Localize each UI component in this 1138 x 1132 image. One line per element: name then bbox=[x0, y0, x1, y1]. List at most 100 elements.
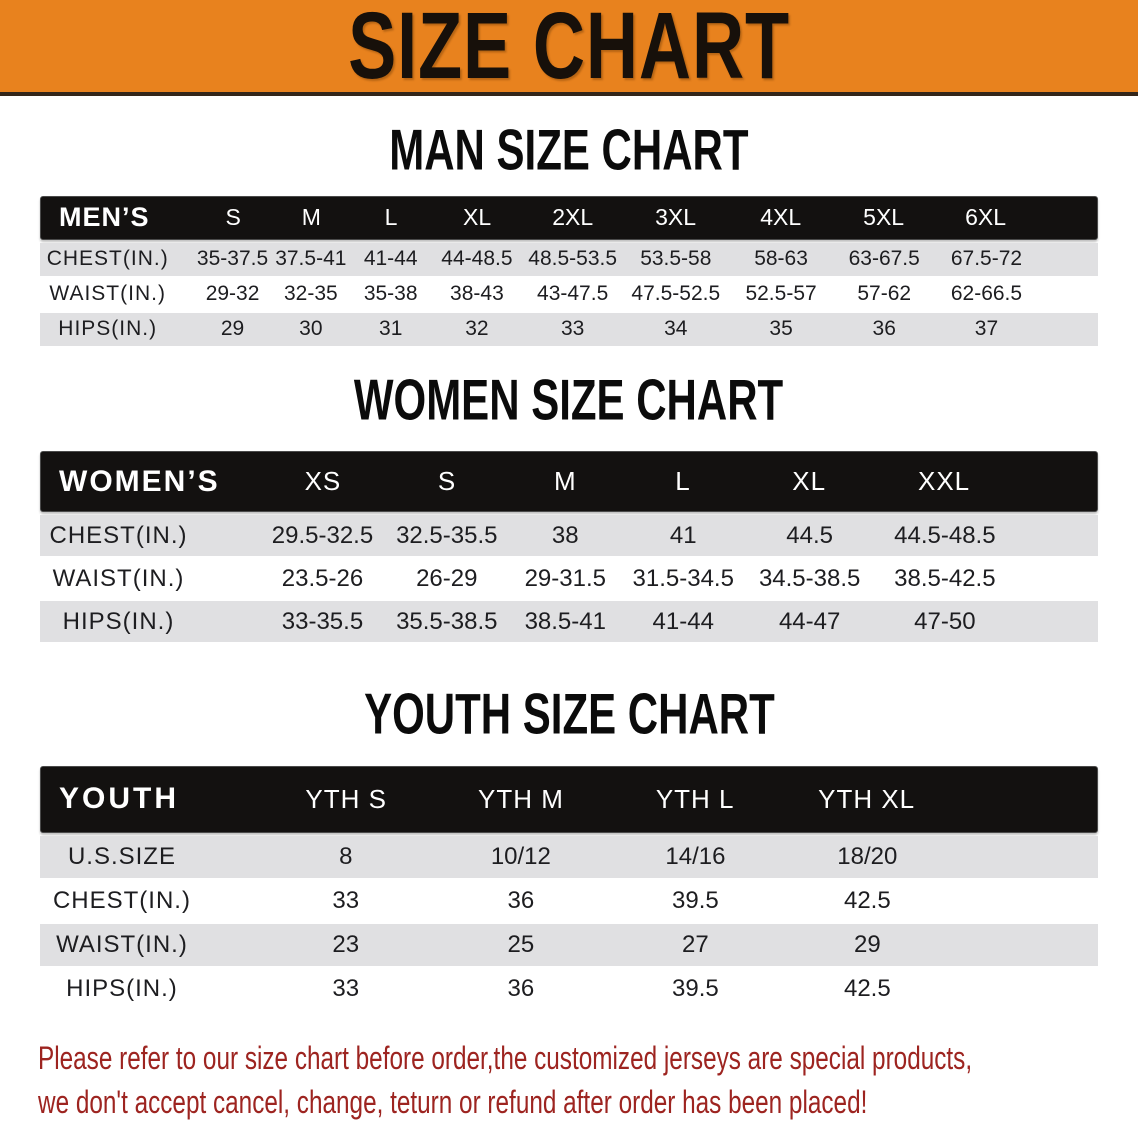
row-label: HIPS(IN.) bbox=[62, 607, 175, 635]
women-size-col-m: M bbox=[553, 466, 577, 496]
cell: 47-50 bbox=[914, 607, 976, 635]
cell: 41-44 bbox=[363, 247, 418, 270]
cell: 23 bbox=[332, 930, 360, 958]
cell: 14/16 bbox=[665, 842, 726, 870]
cell: 36 bbox=[507, 974, 535, 1002]
cell: 52.5-57 bbox=[745, 282, 817, 305]
cell: 29 bbox=[853, 930, 881, 958]
women-size-col-xl: XL bbox=[792, 466, 827, 496]
youth-hips-row: HIPS(IN.) 33 36 39.5 42.5 bbox=[40, 967, 1098, 1010]
cell: 33 bbox=[560, 317, 585, 340]
size-chart-banner: SIZE CHART bbox=[0, 0, 1138, 98]
men-size-col-6xl: 6XL bbox=[965, 204, 1007, 230]
cell: 32-35 bbox=[283, 282, 338, 305]
cell: 29-31.5 bbox=[524, 564, 606, 592]
cell: 38 bbox=[551, 521, 579, 549]
cell: 35 bbox=[769, 317, 793, 340]
cell: 27 bbox=[682, 930, 709, 958]
cell: 38.5-42.5 bbox=[894, 564, 996, 592]
cell: 41 bbox=[669, 521, 697, 549]
cell: 58-63 bbox=[754, 247, 808, 270]
men-size-col-s: S bbox=[225, 204, 241, 230]
banner-title: SIZE CHART bbox=[348, 0, 790, 99]
row-label: U.S.SIZE bbox=[67, 842, 176, 870]
youth-table-header-row: YOUTH YTH S YTH M YTH L YTH XL bbox=[40, 765, 1098, 833]
women-waist-row: WAIST(IN.) 23.5-26 26-29 29-31.5 31.5-34… bbox=[40, 558, 1098, 599]
women-size-table: WOMEN’S XS S M L XL XXL CHEST(IN.) 29.5-… bbox=[40, 451, 1098, 642]
cell: 30 bbox=[299, 317, 323, 340]
cell: 38.5-41 bbox=[524, 607, 606, 635]
men-size-col-m: M bbox=[301, 204, 321, 230]
youth-size-table: YOUTH YTH S YTH M YTH L YTH XL U.S.SIZE … bbox=[40, 765, 1098, 1010]
cell: 47.5-52.5 bbox=[631, 282, 721, 305]
youth-ussize-row: U.S.SIZE 8 10/12 14/16 18/20 bbox=[40, 835, 1098, 878]
cell: 33-35.5 bbox=[281, 607, 364, 635]
row-label: CHEST(IN.) bbox=[46, 247, 169, 270]
cell: 35.5-38.5 bbox=[396, 607, 498, 635]
women-size-col-s: S bbox=[437, 466, 457, 496]
cell: 41-44 bbox=[652, 607, 714, 635]
men-size-table: MEN’S S M L XL 2XL 3XL 4XL 5XL 6XL CHEST… bbox=[40, 195, 1098, 346]
cell: 26-29 bbox=[416, 564, 478, 592]
youth-size-col-xl: YTH XL bbox=[818, 783, 916, 814]
row-label: CHEST(IN.) bbox=[49, 521, 188, 549]
cell: 32.5-35.5 bbox=[396, 521, 498, 549]
cell: 29 bbox=[220, 317, 245, 340]
youth-size-col-l: YTH L bbox=[655, 783, 735, 814]
cell: 31.5-34.5 bbox=[632, 564, 734, 592]
row-label: CHEST(IN.) bbox=[52, 886, 191, 914]
men-hips-row: HIPS(IN.) 29 30 31 32 33 34 35 36 37 bbox=[40, 312, 1098, 346]
cell: 67.5-72 bbox=[950, 247, 1023, 270]
men-chest-row: CHEST(IN.) 35-37.5 37.5-41 41-44 44-48.5… bbox=[40, 242, 1098, 276]
cell: 18/20 bbox=[837, 842, 898, 870]
row-label: WAIST(IN.) bbox=[52, 564, 185, 592]
men-waist-row: WAIST(IN.) 29-32 32-35 35-38 38-43 43-47… bbox=[40, 277, 1098, 311]
cell: 37 bbox=[974, 317, 999, 340]
men-size-col-4xl: 4XL bbox=[760, 204, 802, 230]
cell: 8 bbox=[339, 842, 353, 870]
cell: 25 bbox=[507, 930, 535, 958]
cell: 43-47.5 bbox=[537, 282, 609, 305]
youth-size-col-s: YTH S bbox=[305, 783, 387, 814]
men-header-label: MEN’S bbox=[59, 202, 150, 232]
youth-size-chart-title: YOUTH SIZE CHART bbox=[363, 681, 775, 747]
cell: 63-67.5 bbox=[848, 247, 920, 270]
man-size-chart-title: MAN SIZE CHART bbox=[389, 117, 749, 183]
row-label: WAIST(IN.) bbox=[56, 930, 188, 958]
row-label: HIPS(IN.) bbox=[66, 974, 178, 1002]
cell: 39.5 bbox=[672, 886, 719, 914]
cell: 33 bbox=[332, 886, 360, 914]
men-size-col-3xl: 3XL bbox=[655, 204, 697, 230]
youth-size-col-m: YTH M bbox=[477, 783, 564, 814]
cell: 44-48.5 bbox=[441, 247, 513, 270]
cell: 33 bbox=[332, 974, 360, 1002]
cell: 34.5-38.5 bbox=[758, 564, 861, 592]
cell: 62-66.5 bbox=[950, 282, 1023, 305]
men-size-col-2xl: 2XL bbox=[552, 204, 594, 230]
cell: 42.5 bbox=[843, 974, 891, 1002]
cell: 23.5-26 bbox=[281, 564, 364, 592]
women-chest-row: CHEST(IN.) 29.5-32.5 32.5-35.5 38 41 44.… bbox=[40, 515, 1098, 556]
youth-waist-row: WAIST(IN.) 23 25 27 29 bbox=[40, 923, 1098, 966]
women-size-chart-title: WOMEN SIZE CHART bbox=[354, 367, 784, 432]
women-hips-row: HIPS(IN.) 33-35.5 35.5-38.5 38.5-41 41-4… bbox=[40, 601, 1098, 642]
youth-chest-row: CHEST(IN.) 33 36 39.5 42.5 bbox=[40, 879, 1098, 922]
cell: 34 bbox=[664, 317, 688, 340]
youth-header-label: YOUTH bbox=[59, 782, 179, 815]
cell: 53.5-58 bbox=[640, 247, 712, 270]
cell: 44.5-48.5 bbox=[894, 521, 996, 549]
cell: 31 bbox=[379, 317, 403, 340]
men-size-col-l: L bbox=[384, 204, 398, 230]
cell: 42.5 bbox=[843, 886, 891, 914]
cell: 38-43 bbox=[450, 282, 504, 305]
women-table-header-row: WOMEN’S XS S M L XL XXL bbox=[40, 451, 1098, 512]
cell: 39.5 bbox=[672, 974, 719, 1002]
disclaimer-line-1: Please refer to our size chart before or… bbox=[38, 1039, 973, 1076]
women-size-col-xs: XS bbox=[304, 466, 342, 496]
cell: 37.5-41 bbox=[275, 247, 347, 270]
men-size-col-5xl: 5XL bbox=[863, 204, 905, 230]
cell: 32 bbox=[465, 317, 489, 340]
cell: 10/12 bbox=[490, 842, 551, 870]
cell: 36 bbox=[507, 886, 535, 914]
